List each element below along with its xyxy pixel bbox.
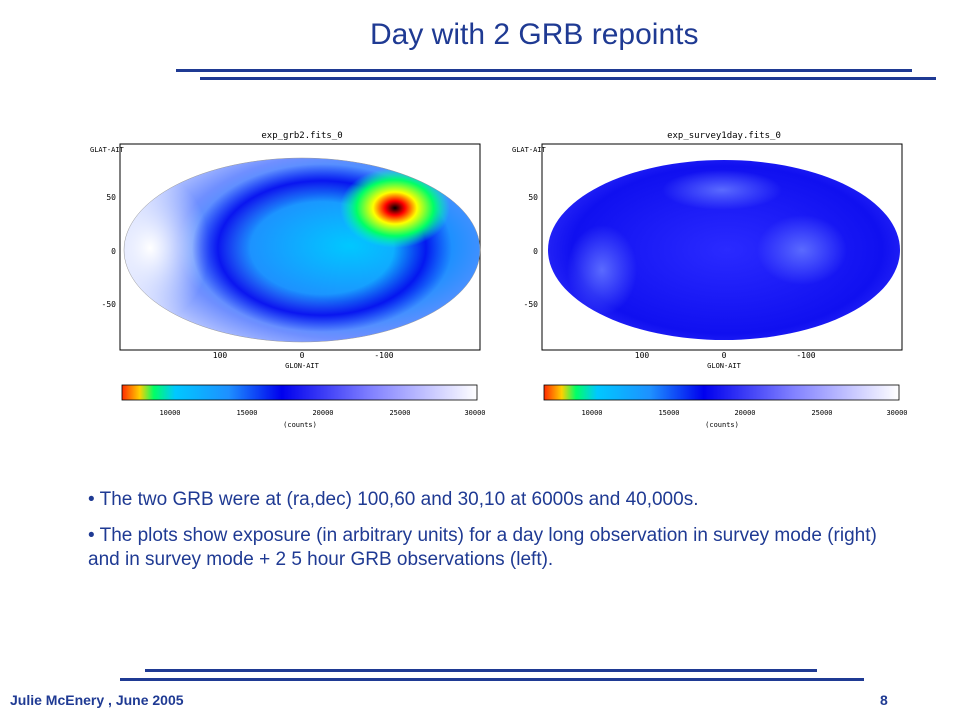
colorbar-tick: 20000 xyxy=(312,409,333,417)
x-tick-label: 0 xyxy=(722,351,727,360)
colorbar xyxy=(543,384,900,401)
colorbar-tick: 10000 xyxy=(581,409,602,417)
plot-title: exp_survey1day.fits_0 xyxy=(667,131,781,141)
bullet-item: • The two GRB were at (ra,dec) 100,60 an… xyxy=(88,489,699,510)
colorbar-tick: 10000 xyxy=(159,409,180,417)
x-tick-label: 100 xyxy=(635,351,650,360)
slide-title: Day with 2 GRB repoints xyxy=(370,18,699,51)
y-tick-label: 50 xyxy=(106,193,116,202)
colorbar-tick: 25000 xyxy=(811,409,832,417)
colorbar-tick: 15000 xyxy=(236,409,257,417)
x-tick-label: -100 xyxy=(374,351,393,360)
y-tick-label: 50 xyxy=(528,193,538,202)
bullet-item: • The plots show exposure (in arbitrary … xyxy=(88,525,877,570)
x-tick-label: 0 xyxy=(300,351,305,360)
footer-rule-bottom xyxy=(120,678,864,681)
footer-author-date: Julie McEnery , June 2005 xyxy=(10,692,184,708)
right-exposure-plot: exp_survey1day.fits_0 GLAT-AIT 50 0 -50 … xyxy=(512,130,908,430)
x-axis-label: GLON-AIT xyxy=(285,362,320,370)
plot-frame xyxy=(541,143,903,351)
title-rule-top xyxy=(176,69,912,72)
colorbar-tick: 30000 xyxy=(464,409,485,417)
y-tick-label: 0 xyxy=(533,247,538,256)
left-exposure-plot: exp_grb2.fits_0 GLAT-AIT 50 0 -50 100 0 … xyxy=(90,130,486,430)
y-axis-label: GLAT-AIT xyxy=(90,146,125,154)
colorbar-tick: 25000 xyxy=(389,409,410,417)
page-number: 8 xyxy=(880,692,888,708)
colorbar-label: (counts) xyxy=(705,421,739,429)
footer-rule-top xyxy=(145,669,817,672)
colorbar-tick: 30000 xyxy=(886,409,907,417)
colorbar-tick: 20000 xyxy=(734,409,755,417)
y-tick-label: -50 xyxy=(524,300,539,309)
x-tick-label: 100 xyxy=(213,351,228,360)
x-axis-label: GLON-AIT xyxy=(707,362,742,370)
y-tick-label: 0 xyxy=(111,247,116,256)
colorbar-label: (counts) xyxy=(283,421,317,429)
x-tick-label: -100 xyxy=(796,351,815,360)
title-rule-bottom xyxy=(200,77,936,80)
plot-title: exp_grb2.fits_0 xyxy=(261,131,342,141)
y-tick-label: -50 xyxy=(102,300,117,309)
colorbar-tick: 15000 xyxy=(658,409,679,417)
bullet-list: • The two GRB were at (ra,dec) 100,60 an… xyxy=(88,488,888,584)
y-axis-label: GLAT-AIT xyxy=(512,146,547,154)
colorbar xyxy=(121,384,478,401)
